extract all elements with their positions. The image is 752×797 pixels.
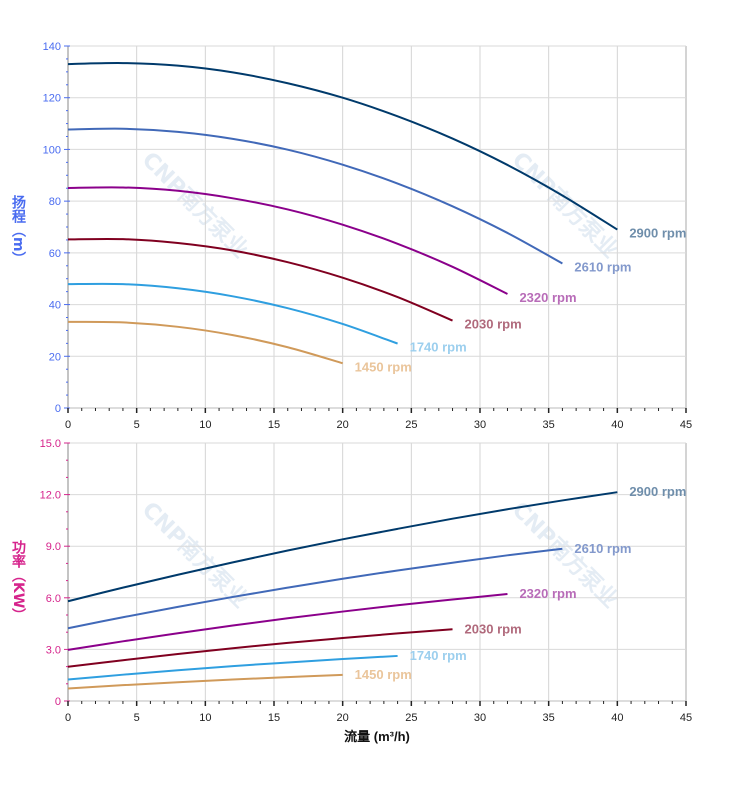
series-label: 2900 rpm <box>629 484 686 499</box>
x-tick-label: 40 <box>611 712 623 724</box>
x-tick-label: 35 <box>543 712 555 724</box>
y-tick-label: 0 <box>55 403 61 415</box>
series-label: 2030 rpm <box>465 621 522 636</box>
x-axis-label: 流量 (m³/h) <box>344 729 410 744</box>
y-tick-label: 80 <box>49 196 61 208</box>
x-tick-label: 45 <box>680 712 692 724</box>
x-tick-label: 20 <box>337 712 349 724</box>
y-axis-label-head: 扬程（m） <box>10 195 26 266</box>
y-tick-label: 9.0 <box>46 541 61 553</box>
x-tick-label: 5 <box>134 712 140 724</box>
series-label: 1450 rpm <box>355 667 412 682</box>
series-line-1450-rpm <box>67 673 343 690</box>
y-tick-label: 6.0 <box>46 593 61 605</box>
series-label: 1740 rpm <box>410 340 467 355</box>
x-tick-label: 40 <box>611 419 623 431</box>
y-tick-label: 100 <box>43 144 61 156</box>
series-line-2610-rpm <box>67 547 563 630</box>
y-tick-label: 120 <box>43 93 61 105</box>
y-tick-label: 20 <box>49 351 61 363</box>
y-tick-label: 140 <box>43 41 61 53</box>
series-line-2030-rpm <box>67 237 453 322</box>
series-line-1740-rpm <box>67 282 398 345</box>
series-label: 2320 rpm <box>519 586 576 601</box>
series-line-2900-rpm <box>67 491 618 603</box>
series-line-2900-rpm <box>67 62 618 231</box>
x-tick-label: 15 <box>268 712 280 724</box>
x-tick-label: 5 <box>134 419 140 431</box>
series-line-2320-rpm <box>67 186 508 295</box>
y-axis-label-power: 功率（KW） <box>10 540 26 623</box>
y-tick-label: 3.0 <box>46 644 61 656</box>
series-label: 1740 rpm <box>410 648 467 663</box>
y-tick-label: 40 <box>49 300 61 312</box>
series-label: 1450 rpm <box>355 359 412 374</box>
series-label: 2900 rpm <box>629 226 686 241</box>
y-tick-label: 12.0 <box>40 490 61 502</box>
series-line-2030-rpm <box>67 628 453 668</box>
watermark: CNP南方泵业 <box>507 147 623 263</box>
series-label: 2320 rpm <box>519 290 576 305</box>
x-tick-label: 45 <box>680 419 692 431</box>
series-line-2320-rpm <box>67 593 508 651</box>
x-tick-label: 10 <box>199 419 211 431</box>
x-tick-label: 10 <box>199 712 211 724</box>
series-label: 2610 rpm <box>574 541 631 556</box>
x-tick-label: 25 <box>405 419 417 431</box>
series-line-1450-rpm <box>67 320 343 365</box>
series-line-2610-rpm <box>67 127 563 265</box>
y-tick-label: 15.0 <box>40 438 61 450</box>
y-tick-label: 0 <box>55 696 61 708</box>
x-tick-label: 0 <box>65 712 71 724</box>
x-tick-label: 35 <box>543 419 555 431</box>
series-label: 2030 rpm <box>465 317 522 332</box>
x-tick-label: 30 <box>474 712 486 724</box>
series-label: 2610 rpm <box>574 259 631 274</box>
x-tick-label: 30 <box>474 419 486 431</box>
series-line-1740-rpm <box>67 654 398 681</box>
x-tick-label: 25 <box>405 712 417 724</box>
y-tick-label: 60 <box>49 248 61 260</box>
x-tick-label: 0 <box>65 419 71 431</box>
x-tick-label: 15 <box>268 419 280 431</box>
x-tick-label: 20 <box>337 419 349 431</box>
